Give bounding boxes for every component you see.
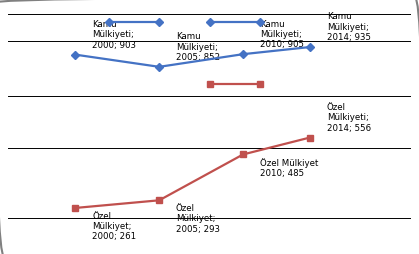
Text: Kamu
Mülkiyeti;
2010; 905: Kamu Mülkiyeti; 2010; 905 [260, 20, 304, 49]
Text: Kamu
Mülkiyeti;
2005; 852: Kamu Mülkiyeti; 2005; 852 [176, 32, 220, 62]
Text: Özel
Mülkiyeti;
2014; 556: Özel Mülkiyeti; 2014; 556 [327, 103, 371, 133]
Text: Özel
Mülkiyet;
2000; 261: Özel Mülkiyet; 2000; 261 [92, 212, 136, 241]
Text: Özel
Mülkiyet;
2005; 293: Özel Mülkiyet; 2005; 293 [176, 204, 220, 234]
Text: Kamu
Mülkiyeti;
2000; 903: Kamu Mülkiyeti; 2000; 903 [92, 20, 136, 50]
Text: Özel Mülkiyet
2010; 485: Özel Mülkiyet 2010; 485 [260, 158, 318, 178]
Text: Kamu
Mülkiyeti;
2014; 935: Kamu Mülkiyeti; 2014; 935 [327, 12, 371, 42]
